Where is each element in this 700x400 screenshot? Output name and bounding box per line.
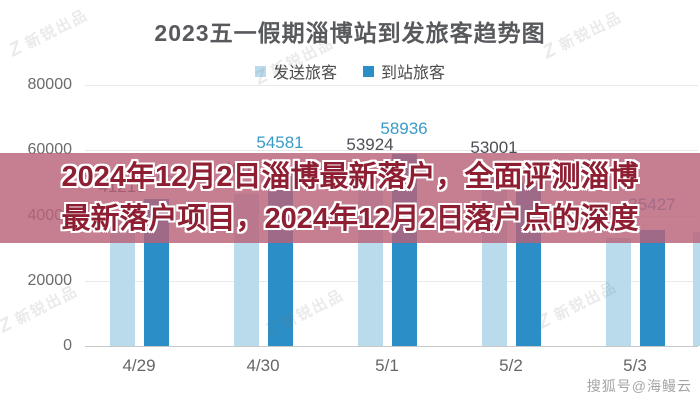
y-axis-tick: 0 — [63, 337, 72, 354]
legend-item-sent: 发送旅客 — [254, 59, 337, 83]
x-axis-tick: 5/3 — [623, 356, 647, 375]
bar-edge-partial — [693, 231, 700, 346]
x-axis-tick: 5/2 — [499, 356, 523, 375]
headline-banner: 2024年12月2日淄博最新落户，全面评测淄博 最新落户项目，2024年12月2… — [0, 153, 700, 243]
x-axis-tick: 5/1 — [375, 356, 399, 375]
y-axis-tick: 80000 — [27, 76, 73, 93]
bar-arrived-5/3 — [639, 230, 665, 346]
x-axis-tick: 4/29 — [122, 356, 156, 375]
headline-line-2: 最新落户项目，2024年12月2日落户点的深度 — [61, 203, 639, 235]
gridline — [85, 150, 698, 151]
x-axis-tick: 4/30 — [246, 356, 280, 375]
chart-title: 2023五一假期淄博站到发旅客趋势图 — [154, 20, 546, 46]
bar-value-label: 53924 — [346, 135, 394, 155]
bar-value-label: 53001 — [470, 138, 518, 158]
bar-value-label: 58936 — [380, 118, 428, 138]
legend: 发送旅客 到站旅客 — [0, 59, 700, 83]
x-axis-line — [85, 346, 698, 347]
gridline — [85, 85, 698, 86]
y-axis-tick: 20000 — [27, 272, 73, 289]
headline-line-1: 2024年12月2日淄博最新落户，全面评测淄博 — [61, 161, 639, 193]
legend-label-arrived: 到站旅客 — [381, 65, 446, 82]
bar-value-label: 54581 — [256, 132, 304, 152]
legend-swatch-arrived-icon — [363, 65, 374, 77]
sohu-account-watermark: 搜狐号@海鳗云 — [586, 378, 692, 394]
legend-label-sent: 发送旅客 — [272, 65, 337, 82]
legend-item-arrived: 到站旅客 — [363, 59, 445, 83]
bar-sent-5/3 — [605, 238, 631, 346]
legend-swatch-sent-icon — [254, 65, 266, 77]
